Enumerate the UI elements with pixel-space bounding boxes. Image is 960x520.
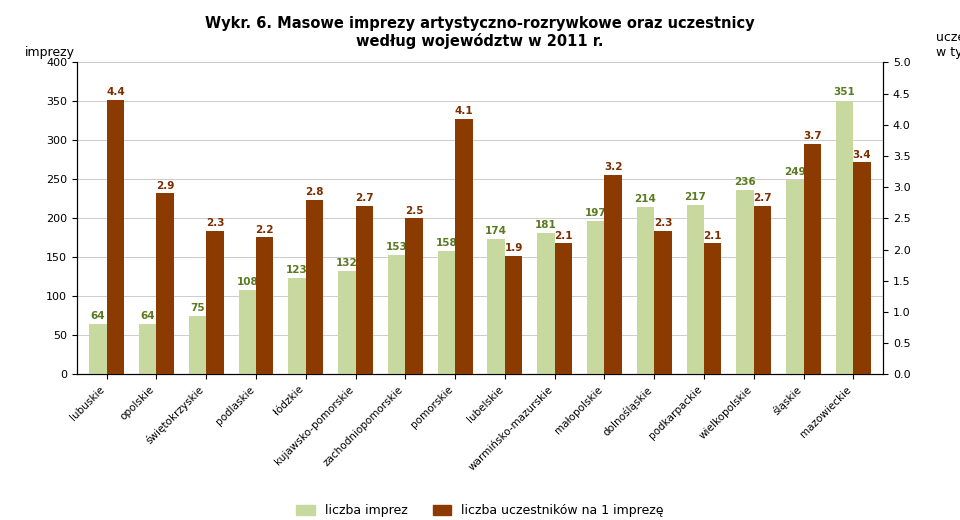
Text: 174: 174 <box>485 226 507 236</box>
Text: 123: 123 <box>286 265 308 275</box>
Bar <box>636 207 654 374</box>
Text: Wykr. 6. Masowe imprezy artystyczno-rozrywkowe oraz uczestnicy
według województw: Wykr. 6. Masowe imprezy artystyczno-rozr… <box>205 16 755 49</box>
Text: 108: 108 <box>236 277 258 287</box>
Text: 64: 64 <box>140 311 156 321</box>
Bar <box>405 218 422 374</box>
Text: 2.3: 2.3 <box>205 218 225 228</box>
Bar <box>538 233 555 374</box>
Bar <box>754 206 771 374</box>
Text: 3.7: 3.7 <box>803 131 822 141</box>
Legend: liczba imprez, liczba uczestników na 1 imprezę: liczba imprez, liczba uczestników na 1 i… <box>291 499 669 520</box>
Text: 2.2: 2.2 <box>255 225 274 235</box>
Text: 1.9: 1.9 <box>504 243 523 253</box>
Bar <box>654 231 672 374</box>
Text: 3.4: 3.4 <box>852 150 872 160</box>
Bar <box>587 220 605 374</box>
Text: 3.2: 3.2 <box>604 162 622 172</box>
Bar <box>686 205 704 374</box>
Bar <box>804 144 821 374</box>
Bar <box>288 278 306 374</box>
Text: 236: 236 <box>734 177 756 187</box>
Text: 249: 249 <box>784 167 805 177</box>
Bar <box>488 239 505 374</box>
Text: uczestnicy
w tys.: uczestnicy w tys. <box>936 31 960 59</box>
Text: 2.7: 2.7 <box>355 193 373 203</box>
Text: 2.8: 2.8 <box>305 187 324 197</box>
Text: 75: 75 <box>190 303 204 313</box>
Text: 2.9: 2.9 <box>156 181 175 191</box>
Bar <box>455 119 472 374</box>
Text: 4.1: 4.1 <box>454 106 473 116</box>
Bar <box>704 243 721 374</box>
Bar <box>89 324 107 374</box>
Text: 132: 132 <box>336 258 358 268</box>
Text: 2.1: 2.1 <box>704 231 722 241</box>
Text: 2.7: 2.7 <box>754 193 772 203</box>
Text: 4.4: 4.4 <box>106 87 125 97</box>
Bar <box>139 324 156 374</box>
Bar <box>156 193 174 374</box>
Bar <box>206 231 224 374</box>
Text: 64: 64 <box>90 311 106 321</box>
Text: 2.1: 2.1 <box>554 231 572 241</box>
Bar <box>438 251 455 374</box>
Bar <box>786 180 804 374</box>
Bar <box>338 271 355 374</box>
Bar <box>189 316 206 374</box>
Text: 351: 351 <box>833 87 855 97</box>
Text: 217: 217 <box>684 192 707 202</box>
Bar <box>736 190 754 374</box>
Text: imprezy: imprezy <box>24 46 74 59</box>
Bar <box>605 175 622 374</box>
Text: 197: 197 <box>585 207 607 217</box>
Text: 158: 158 <box>436 238 457 248</box>
Text: 153: 153 <box>386 242 407 252</box>
Bar <box>306 200 324 374</box>
Bar <box>355 206 373 374</box>
Bar <box>388 255 405 374</box>
Bar <box>239 290 256 374</box>
Text: 181: 181 <box>535 220 557 230</box>
Text: 2.3: 2.3 <box>654 218 672 228</box>
Text: 2.5: 2.5 <box>405 206 423 216</box>
Text: 214: 214 <box>635 194 657 204</box>
Bar <box>853 162 871 374</box>
Bar <box>555 243 572 374</box>
Bar <box>836 100 853 374</box>
Bar <box>107 100 124 374</box>
Bar <box>256 237 274 374</box>
Bar <box>505 256 522 374</box>
